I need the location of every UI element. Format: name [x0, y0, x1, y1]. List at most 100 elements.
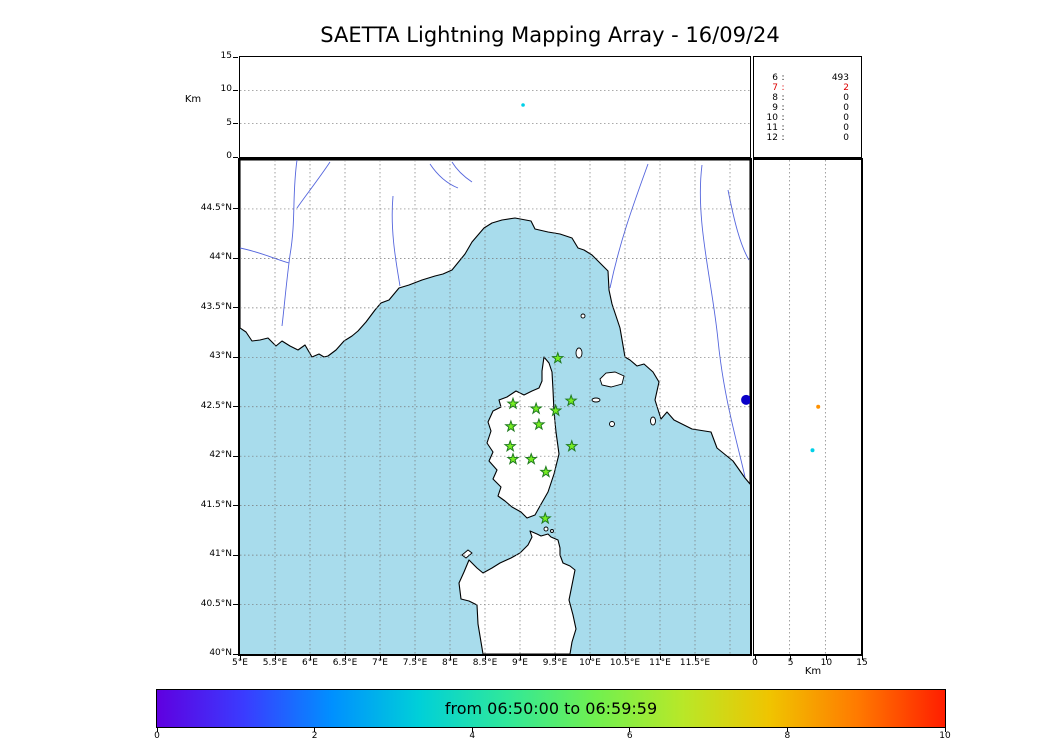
- river-line: [451, 161, 473, 183]
- longitude-tick-label: 6°E: [302, 658, 318, 668]
- tick-mark: [233, 356, 238, 358]
- maddalena-island: [550, 529, 554, 533]
- tick-mark: [414, 656, 416, 660]
- river-line: [727, 189, 750, 261]
- colorbar-tick-label: 6: [626, 731, 633, 741]
- tick-mark: [624, 656, 626, 660]
- longitude-tick-label: 9.5°E: [542, 658, 568, 668]
- station-star-marker: [506, 452, 520, 465]
- tick-mark: [314, 728, 316, 732]
- km-tick-label: 10: [820, 658, 833, 668]
- lightning-cluster-point: [741, 394, 750, 405]
- altitude-time-panel: [239, 56, 751, 159]
- geographic-map: [240, 160, 750, 654]
- maddalena-island: [543, 526, 549, 532]
- km-tick-label: 0: [752, 658, 758, 668]
- tick-mark: [233, 653, 238, 655]
- longitude-tick-label: 7°E: [372, 658, 388, 668]
- colorbar-tick-label: 10: [939, 731, 951, 741]
- rivers: [240, 160, 750, 478]
- tick-mark: [233, 89, 238, 91]
- tick-mark: [629, 728, 631, 732]
- colorbar-tick-label: 2: [311, 731, 318, 741]
- land-masses: [240, 160, 750, 654]
- station-count-panel: 6:493 7:2 8:0 9:0 10:0 11:0 12:0: [753, 56, 862, 159]
- km-axis-label: Km: [804, 666, 822, 677]
- longitude-tick-label: 5°E: [232, 658, 248, 668]
- tick-mark: [233, 56, 238, 58]
- station-star-marker: [538, 511, 552, 525]
- altitude-axis-label: Km: [184, 94, 202, 105]
- station-star-marker: [524, 452, 538, 465]
- river-line: [391, 195, 401, 287]
- asinara-island: [461, 549, 473, 559]
- river-line: [281, 160, 298, 327]
- tick-mark: [786, 728, 788, 732]
- station-star-marker: [529, 401, 543, 415]
- colorbar-tick-label: 4: [469, 731, 476, 741]
- chart-title: SAETTA Lightning Mapping Array - 16/09/2…: [320, 23, 780, 47]
- lightning-source-point: [521, 103, 525, 107]
- tick-mark: [519, 656, 521, 660]
- latitude-tick-label: 44.5°N: [200, 202, 232, 213]
- latitude-tick-label: 44°N: [209, 252, 232, 263]
- station-count-row: 8:0: [772, 93, 849, 103]
- tick-mark: [233, 307, 238, 309]
- montecristo-island: [609, 421, 615, 427]
- map-panel: [238, 158, 752, 656]
- longitude-tick-label: 10°E: [579, 658, 601, 668]
- station-count-row: 12:0: [766, 133, 849, 143]
- station-star-marker: [503, 439, 517, 453]
- latitude-tick-label: 40.5°N: [200, 598, 232, 609]
- tick-mark: [344, 656, 346, 660]
- river-line: [699, 164, 746, 478]
- station-count-row: 11:0: [766, 123, 849, 133]
- tick-mark: [554, 656, 556, 660]
- tick-mark: [233, 156, 238, 158]
- colorbar-time-range-label: from 06:50:00 to 06:59:59: [444, 699, 658, 718]
- latitude-tick-label: 40°N: [209, 648, 232, 658]
- station-count-row: 9:0: [772, 103, 849, 113]
- tick-mark: [861, 656, 863, 660]
- corsica-coastline: [486, 356, 560, 519]
- longitude-tick-label: 11°E: [649, 658, 671, 668]
- altitude-latitude-plot: [789, 160, 826, 654]
- altitude-latitude-panel: [753, 158, 863, 656]
- tick-mark: [589, 656, 591, 660]
- tick-mark: [274, 656, 276, 660]
- station-star-marker: [551, 351, 565, 364]
- river-line: [429, 163, 459, 189]
- tick-mark: [233, 257, 238, 259]
- tick-mark: [233, 505, 238, 507]
- lightning-source-point: [816, 404, 821, 409]
- latitude-tick-label: 41°N: [209, 549, 232, 560]
- map-gridlines: [240, 160, 750, 654]
- station-count-row: 10:0: [766, 113, 849, 123]
- river-line: [296, 161, 331, 209]
- longitude-tick-label: 10.5°E: [609, 658, 641, 668]
- colorbar-tick-label: 8: [784, 731, 791, 741]
- longitude-tick-label: 6.5°E: [332, 658, 358, 668]
- tick-mark: [754, 656, 756, 660]
- longitude-tick-label: 8°E: [442, 658, 458, 668]
- tick-mark: [239, 656, 241, 660]
- elba-island: [599, 371, 625, 388]
- tick-mark: [471, 728, 473, 732]
- latitude-tick-label: 42°N: [209, 450, 232, 461]
- station-star-marker: [549, 403, 563, 417]
- longitude-tick-label: 11.5°E: [679, 658, 711, 668]
- tick-mark: [825, 656, 827, 660]
- latitude-tick-label: 43.5°N: [200, 301, 232, 312]
- pianosa-island: [591, 397, 601, 403]
- tick-mark: [484, 656, 486, 660]
- km-tick-label: 5: [787, 658, 794, 668]
- gorgona-island: [580, 313, 586, 319]
- river-line: [609, 163, 649, 289]
- altitude-tick-label: 0: [226, 151, 232, 161]
- station-count-row: 7:2: [772, 83, 849, 93]
- tick-mark: [694, 656, 696, 660]
- tick-mark: [659, 656, 661, 660]
- station-star-marker: [564, 393, 578, 407]
- tick-mark: [233, 604, 238, 606]
